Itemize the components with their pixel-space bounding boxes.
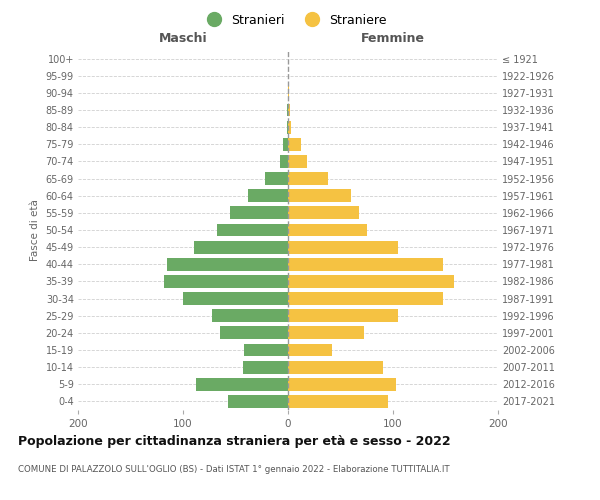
Bar [230,206,288,220]
Bar [248,190,288,202]
Legend: Stranieri, Straniere: Stranieri, Straniere [196,8,392,32]
Bar [288,258,443,270]
Text: Popolazione per cittadinanza straniera per età e sesso - 2022: Popolazione per cittadinanza straniera p… [18,435,451,448]
Bar [288,310,398,322]
Bar [283,138,288,150]
Bar [244,344,288,356]
Text: COMUNE DI PALAZZOLO SULL'OGLIO (BS) - Dati ISTAT 1° gennaio 2022 - Elaborazione : COMUNE DI PALAZZOLO SULL'OGLIO (BS) - Da… [18,465,449,474]
Text: Maschi: Maschi [158,32,208,45]
Bar [288,344,332,356]
Bar [288,172,328,185]
Bar [212,310,288,322]
Bar [228,395,288,408]
Bar [288,190,351,202]
Bar [265,172,288,185]
Bar [183,292,288,305]
Bar [164,275,288,288]
Y-axis label: Fasce di età: Fasce di età [30,199,40,261]
Bar [288,104,290,117]
Bar [288,155,307,168]
Bar [288,120,291,134]
Bar [220,326,288,340]
Bar [288,240,398,254]
Bar [193,240,288,254]
Bar [288,224,367,236]
Bar [280,155,288,168]
Bar [287,104,288,117]
Bar [288,395,388,408]
Bar [288,86,289,100]
Bar [288,292,443,305]
Bar [217,224,288,236]
Bar [196,378,288,390]
Text: Femmine: Femmine [361,32,425,45]
Bar [288,326,364,340]
Bar [243,360,288,374]
Bar [287,120,288,134]
Bar [288,138,301,150]
Bar [167,258,288,270]
Bar [288,378,396,390]
Bar [288,206,359,220]
Bar [288,275,454,288]
Bar [288,360,383,374]
